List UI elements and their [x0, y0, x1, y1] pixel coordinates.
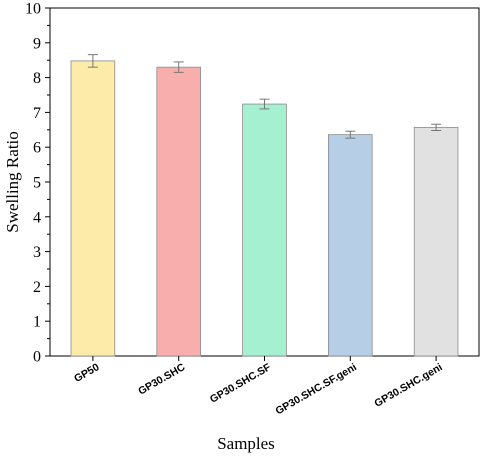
x-tick-label: GP30.SHC: [136, 361, 187, 398]
y-axis-title: Swelling Ratio: [3, 131, 22, 233]
error-bars-group: [87, 54, 442, 139]
y-tick-label: 3: [33, 244, 41, 261]
x-axis: GP50 GP30.SHC GP30.SHC.SF GP30.SHC.SF.geni G…: [72, 356, 445, 417]
x-tick-label: GP30.SHC.geni: [372, 361, 444, 410]
x-tick-label: GP30.SHC.SF: [208, 361, 274, 406]
x-axis-title: Samples: [217, 434, 275, 453]
bar-gp30-shc: [156, 66, 201, 357]
plot-area: [49, 7, 480, 357]
error-bar: [431, 123, 442, 131]
bar-gp30-shc-sf-geni: [328, 134, 373, 357]
y-tick-label: 9: [33, 35, 41, 52]
y-tick-label: 4: [33, 209, 41, 226]
y-tick-label: 2: [33, 279, 41, 296]
y-tick-label: 7: [33, 105, 41, 122]
y-tick-label: 5: [33, 175, 41, 192]
x-tick-label: GP50: [72, 361, 101, 385]
bar-gp30-shc-geni: [413, 126, 459, 357]
bar-gp30-shc-sf: [242, 103, 287, 357]
y-tick-label: 10: [25, 1, 41, 18]
y-tick-label: 1: [33, 314, 41, 331]
y-axis: 0 1 2 3 4 5 6 7 8 9 10: [25, 1, 50, 366]
y-tick-label: 6: [33, 140, 41, 157]
x-tick-label: GP30.SHC.SF.geni: [273, 361, 358, 417]
bar-gp50: [70, 60, 116, 357]
error-bar: [345, 130, 356, 139]
y-tick-label: 0: [33, 349, 41, 366]
error-bar: [173, 61, 184, 73]
error-bar: [259, 98, 270, 110]
error-bar: [87, 54, 98, 68]
y-tick-label: 8: [33, 70, 41, 87]
